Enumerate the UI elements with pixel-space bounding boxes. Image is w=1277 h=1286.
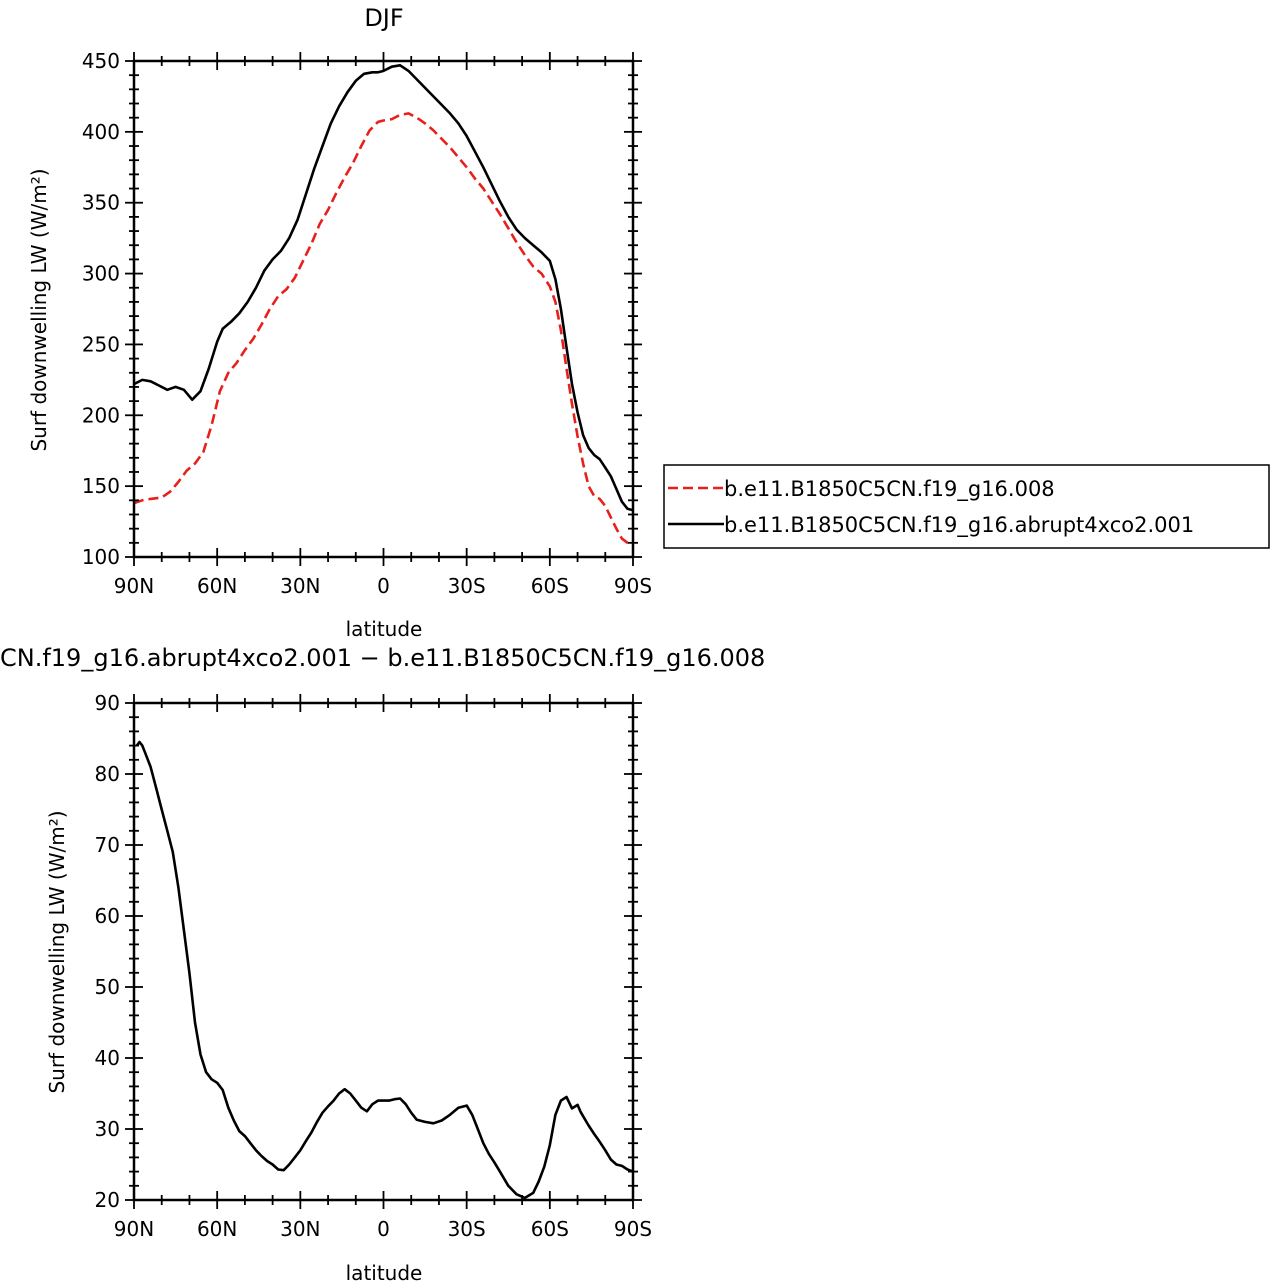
- top-axes: 90N 60N 30N 0 30S 60S 90S 100 150 200 250 300 350 400…: [82, 49, 652, 598]
- bottom-x-tick-label: 90N: [114, 1217, 154, 1241]
- top-x-axis-label: latitude: [346, 617, 423, 641]
- top-x-tick-label: 30N: [280, 574, 320, 598]
- top-x-tick-label: 60N: [197, 574, 237, 598]
- top-series-group: [133, 64, 634, 546]
- top-x-tick-label: 90S: [614, 574, 652, 598]
- legend-box: [663, 464, 1270, 549]
- top-y-tick-label: 250: [82, 332, 120, 356]
- bottom-x-tick-label: 60N: [197, 1217, 237, 1241]
- top-y-tick-label: 150: [82, 474, 120, 498]
- bottom-y-tick-label: 30: [95, 1117, 120, 1141]
- bottom-axes: 90N 60N 30N 0 30S 60S 90S 20 30 40 50 60 70 80 90: [95, 691, 653, 1241]
- top-x-tick-label: 90N: [114, 574, 154, 598]
- bottom-y-tick-label: 50: [95, 975, 120, 999]
- top-panel: DJF 90N 60N 30N 0 30S 60S 90S 100 150 200 250 300 35…: [27, 4, 652, 641]
- bottom-y-tick-label: 70: [95, 833, 120, 857]
- legend: b.e11.B1850C5CN.f19_g16.008 b.e11.B1850C…: [663, 464, 1270, 549]
- bottom-x-tick-label: 60S: [531, 1217, 569, 1241]
- top-series-line-0: [133, 112, 634, 546]
- bottom-x-tick-label: 30S: [448, 1217, 486, 1241]
- top-series-line-1: [133, 64, 634, 512]
- bottom-x-tick-label: 30N: [280, 1217, 320, 1241]
- top-y-tick-label: 300: [82, 262, 120, 286]
- bottom-series-group: [135, 740, 634, 1200]
- bottom-series-line-0: [135, 740, 634, 1200]
- top-y-tick-label: 100: [82, 545, 120, 569]
- top-x-tick-label: 60S: [531, 574, 569, 598]
- bottom-y-tick-label: 40: [95, 1046, 120, 1070]
- bottom-x-tick-label: 0: [377, 1217, 390, 1241]
- top-x-tick-label: 30S: [448, 574, 486, 598]
- bottom-y-tick-label: 60: [95, 904, 120, 928]
- top-y-tick-label: 450: [82, 49, 120, 73]
- top-chart-title: DJF: [364, 4, 403, 32]
- top-plot-frame: [132, 59, 635, 559]
- legend-label-control: b.e11.B1850C5CN.f19_g16.008: [724, 477, 1055, 502]
- bottom-plot-frame: [132, 701, 635, 1202]
- bottom-y-axis-label: Surf downwelling LW (W/m²): [45, 810, 69, 1093]
- bottom-y-tick-label: 90: [95, 691, 120, 715]
- bottom-y-tick-label: 20: [95, 1188, 120, 1212]
- top-y-tick-label: 400: [82, 120, 120, 144]
- top-y-tick-label: 350: [82, 191, 120, 215]
- bottom-y-tick-label: 80: [95, 762, 120, 786]
- top-y-axis-label: Surf downwelling LW (W/m²): [27, 168, 51, 451]
- bottom-chart-title: CN.f19_g16.abrupt4xco2.001 − b.e11.B1850…: [0, 644, 765, 672]
- bottom-x-axis-label: latitude: [346, 1261, 423, 1285]
- legend-label-abrupt4xco2: b.e11.B1850C5CN.f19_g16.abrupt4xco2.001: [724, 513, 1194, 538]
- bottom-x-tick-label: 90S: [614, 1217, 652, 1241]
- top-x-tick-label: 0: [377, 574, 390, 598]
- top-y-tick-label: 200: [82, 403, 120, 427]
- bottom-panel: CN.f19_g16.abrupt4xco2.001 − b.e11.B1850…: [0, 644, 765, 1285]
